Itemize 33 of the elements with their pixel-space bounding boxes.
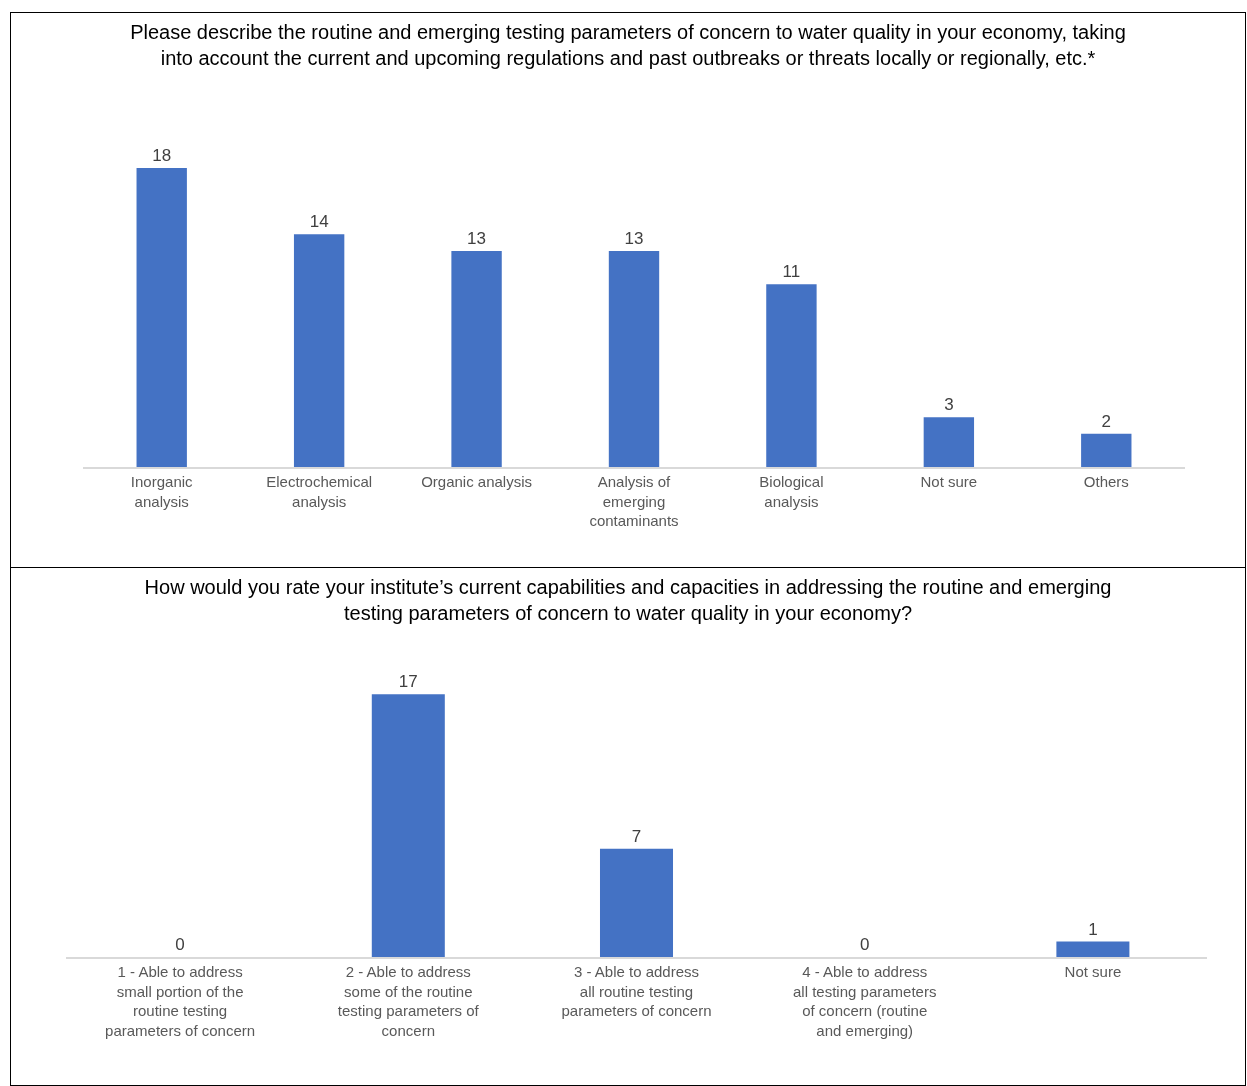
data-label: 13 — [624, 228, 644, 248]
data-label: 1 — [1088, 919, 1098, 939]
bar — [293, 234, 345, 467]
chart-title: Please describe the routine and emerging testing parameters of concern to water quality in your economy, taking into account the current and upcoming regulations and past outbreaks or threats locally or regionally, etc.* — [130, 21, 1126, 69]
data-label: 3 — [944, 395, 954, 415]
x-tick-label: Others — [1083, 473, 1129, 490]
x-tick-label: 1 - Able to address small portion of the routine testing parameters of concern — [105, 963, 256, 1039]
bar — [451, 250, 502, 467]
x-tick-label: Biological analysis — [759, 473, 824, 510]
data-label: 0 — [175, 935, 185, 954]
x-tick-label: Not sure — [920, 473, 978, 490]
x-tick-label: 4 - Able to address all testing parameters of concern (routine and emerging) — [793, 963, 937, 1039]
data-label: 14 — [309, 212, 329, 232]
x-tick-label: Not sure — [1064, 963, 1122, 980]
x-tick-label: 3 - Able to address all routine testing parameters of concern — [561, 963, 712, 1019]
x-tick-label: 2 - Able to address some of the routine testing parameters of concern — [337, 963, 480, 1039]
data-label: 2 — [1101, 411, 1112, 431]
bar — [1081, 433, 1132, 467]
bar — [923, 417, 975, 467]
x-tick-label: Organic analysis — [421, 473, 533, 490]
bar — [766, 284, 817, 467]
bar — [136, 167, 187, 467]
data-label: 0 — [859, 935, 870, 954]
x-tick-label: Analysis of emerging contaminants — [589, 473, 679, 529]
data-label: 11 — [782, 262, 801, 282]
data-label: 13 — [467, 228, 487, 248]
data-label: 7 — [631, 826, 642, 846]
bar — [608, 250, 660, 467]
x-tick-label: Electrochemical analysis — [266, 473, 373, 510]
data-label: 18 — [152, 145, 172, 165]
x-tick-label: Inorganic analysis — [130, 473, 194, 510]
data-label: 17 — [398, 672, 418, 692]
chart-title: How would you rate your institute’s current capabilities and capacities in addressing the routine and emerging testing parameters of concern to water quality in your economy? — [144, 576, 1112, 624]
